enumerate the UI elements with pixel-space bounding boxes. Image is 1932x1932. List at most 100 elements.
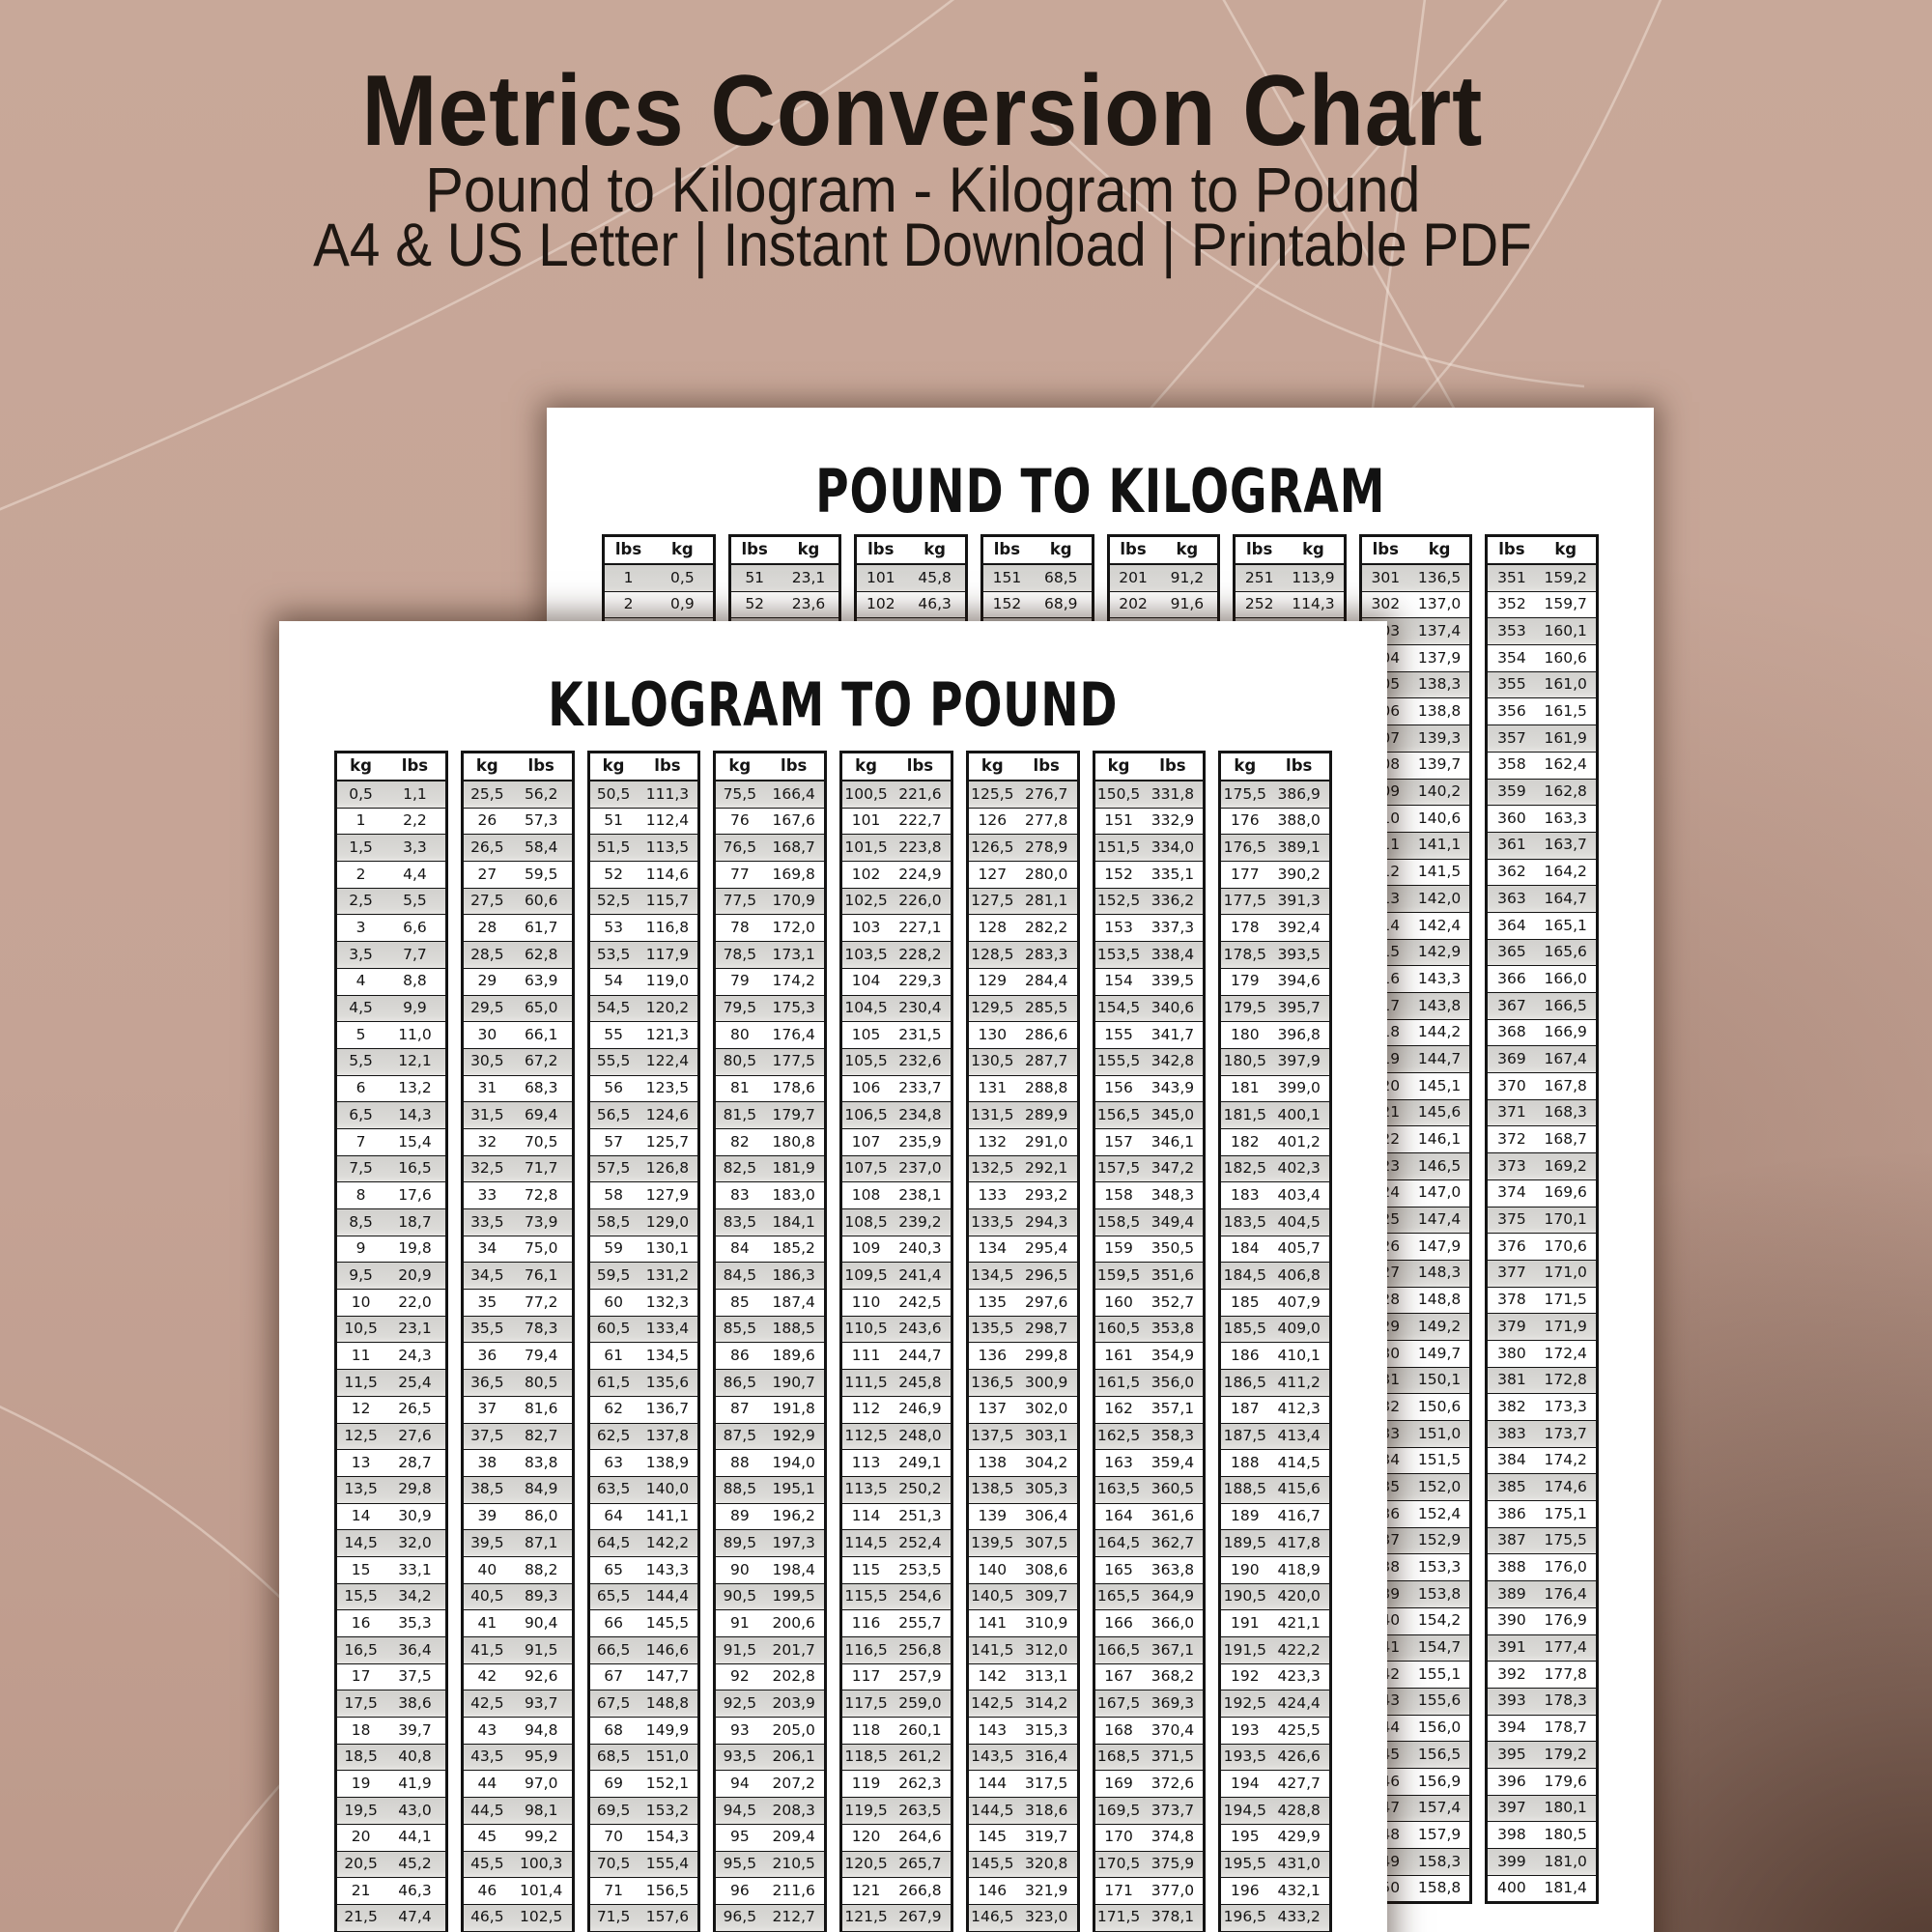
- lbs-value: 285,5: [1025, 999, 1068, 1017]
- kg-value: 21: [351, 1881, 371, 1899]
- lbs-value: 320,8: [1025, 1855, 1068, 1873]
- kg-value: 142: [978, 1667, 1008, 1686]
- table-row: 252 114,3: [1236, 590, 1344, 618]
- lbs-value: 297,6: [1025, 1293, 1068, 1311]
- lbs-value: 175,3: [772, 999, 815, 1017]
- kg-value: 69: [604, 1775, 623, 1793]
- lbs-value: 18,7: [398, 1212, 432, 1231]
- table-row: 161,5 356,0: [1094, 1369, 1204, 1396]
- kg-value: 103: [851, 919, 881, 937]
- table-row: 144 317,5: [968, 1770, 1077, 1797]
- table-row: 137 302,0: [968, 1395, 1077, 1423]
- table-row: 358 162,4: [1488, 751, 1596, 779]
- table-row: 60,5 133,4: [589, 1315, 698, 1343]
- table-row: 53 116,8: [589, 914, 698, 941]
- table-row: 184,5 406,8: [1221, 1262, 1329, 1290]
- table-row: 171,5 378,1: [1094, 1903, 1204, 1931]
- kg-value: 43: [477, 1720, 497, 1739]
- table-header-row: kg lbs: [589, 753, 698, 781]
- kg-value: 151: [1104, 811, 1133, 830]
- table-row: 176,5 389,1: [1221, 834, 1329, 862]
- lbs-value: 385: [1497, 1477, 1526, 1495]
- table-row: 112 246,9: [842, 1395, 951, 1423]
- kg-value: 67: [604, 1667, 623, 1686]
- lbs-value: 12,1: [398, 1052, 432, 1070]
- lbs-value: 125,7: [645, 1132, 690, 1151]
- kg-value: 168,3: [1544, 1103, 1587, 1122]
- column-header-kg: kg: [1107, 756, 1130, 776]
- table-row: 117 257,9: [842, 1662, 951, 1690]
- lbs-value: 280,0: [1025, 865, 1068, 883]
- table-row: 396 179,6: [1488, 1767, 1596, 1795]
- kg-value: 32: [477, 1132, 497, 1151]
- lbs-value: 153,2: [645, 1801, 690, 1819]
- kg-value: 116: [851, 1613, 881, 1632]
- kg-value: 156: [1104, 1079, 1133, 1097]
- kg-value: 151,5: [1417, 1451, 1462, 1469]
- table-row: 34 75,0: [463, 1235, 572, 1263]
- kg-value: 13,5: [344, 1480, 378, 1498]
- kg-value: 141,5: [1417, 863, 1462, 881]
- table-row: 128,5 283,3: [968, 941, 1077, 968]
- kg-value: 142,4: [1417, 916, 1462, 934]
- kg-value: 154,5: [1096, 999, 1141, 1017]
- table-row: 105 231,5: [842, 1021, 951, 1048]
- column-header-lbs: lbs: [1286, 756, 1313, 776]
- kg-value: 95: [729, 1828, 750, 1846]
- kg-value: 158,5: [1096, 1212, 1141, 1231]
- table-row: 81,5 179,7: [716, 1101, 824, 1128]
- kg-value: 60,5: [596, 1320, 631, 1338]
- kg-value: 76: [729, 811, 750, 830]
- kg-value: 26,5: [470, 838, 504, 856]
- table-row: 28 61,7: [463, 914, 572, 941]
- kg-value: 66,5: [596, 1640, 631, 1659]
- lbs-value: 286,6: [1025, 1025, 1068, 1043]
- kg-value: 155,1: [1417, 1664, 1462, 1683]
- kg-value: 71: [604, 1881, 623, 1899]
- kg-value: 86,5: [723, 1373, 757, 1391]
- table-row: 196 432,1: [1221, 1877, 1329, 1904]
- table-row: 144,5 318,6: [968, 1797, 1077, 1824]
- table-row: 102 224,9: [842, 861, 951, 888]
- kg-value: 140,2: [1417, 782, 1462, 801]
- table-row: 119,5 263,5: [842, 1797, 951, 1824]
- table-row: 386 175,1: [1488, 1500, 1596, 1527]
- lbs-value: 278,9: [1025, 838, 1068, 856]
- meta-line: A4 & US Letter | Instant Download | Prin…: [0, 211, 1889, 280]
- kg-value: 29: [477, 972, 497, 990]
- kg-value: 3,5: [349, 945, 373, 963]
- kg-value: 180: [1231, 1025, 1260, 1043]
- table-row: 9,5 20,9: [337, 1262, 445, 1290]
- table-row: 50,5 111,3: [589, 781, 698, 808]
- lbs-value: 201,7: [772, 1640, 815, 1659]
- kg-value: 177,5: [1223, 892, 1267, 910]
- lbs-value: 169,8: [772, 865, 815, 883]
- kg-value: 140: [978, 1560, 1008, 1578]
- table-row: 146,5 323,0: [968, 1903, 1077, 1931]
- kg-value: 90,5: [723, 1587, 757, 1605]
- lbs-value: 304,2: [1025, 1453, 1068, 1471]
- lbs-value: 263,5: [898, 1801, 942, 1819]
- kg-value: 8,5: [349, 1212, 373, 1231]
- lbs-value: 142,2: [645, 1533, 690, 1551]
- kg-value: 78,5: [723, 945, 757, 963]
- lbs-value: 352,7: [1151, 1293, 1195, 1311]
- table-row: 202 91,6: [1109, 590, 1218, 618]
- kg-value: 82,5: [723, 1159, 757, 1178]
- table-row: 187,5 413,4: [1221, 1422, 1329, 1450]
- table-row: 39,5 87,1: [463, 1529, 572, 1556]
- kg-value: 195,5: [1223, 1855, 1267, 1873]
- lbs-value: 239,2: [898, 1212, 942, 1231]
- table-row: 31 68,3: [463, 1074, 572, 1102]
- lbs-value: 129,0: [645, 1212, 690, 1231]
- table-row: 164 361,6: [1094, 1502, 1204, 1530]
- kg-value: 143: [978, 1720, 1008, 1739]
- kg-value: 174,2: [1544, 1451, 1587, 1469]
- lbs-value: 222,7: [898, 811, 942, 830]
- lbs-value: 418,9: [1277, 1560, 1321, 1578]
- kg-value: 158: [1104, 1185, 1133, 1204]
- kg-value: 35,5: [470, 1320, 504, 1338]
- kg-value: 54: [604, 972, 623, 990]
- table-row: 58 127,9: [589, 1181, 698, 1208]
- table-row: 126,5 278,9: [968, 834, 1077, 862]
